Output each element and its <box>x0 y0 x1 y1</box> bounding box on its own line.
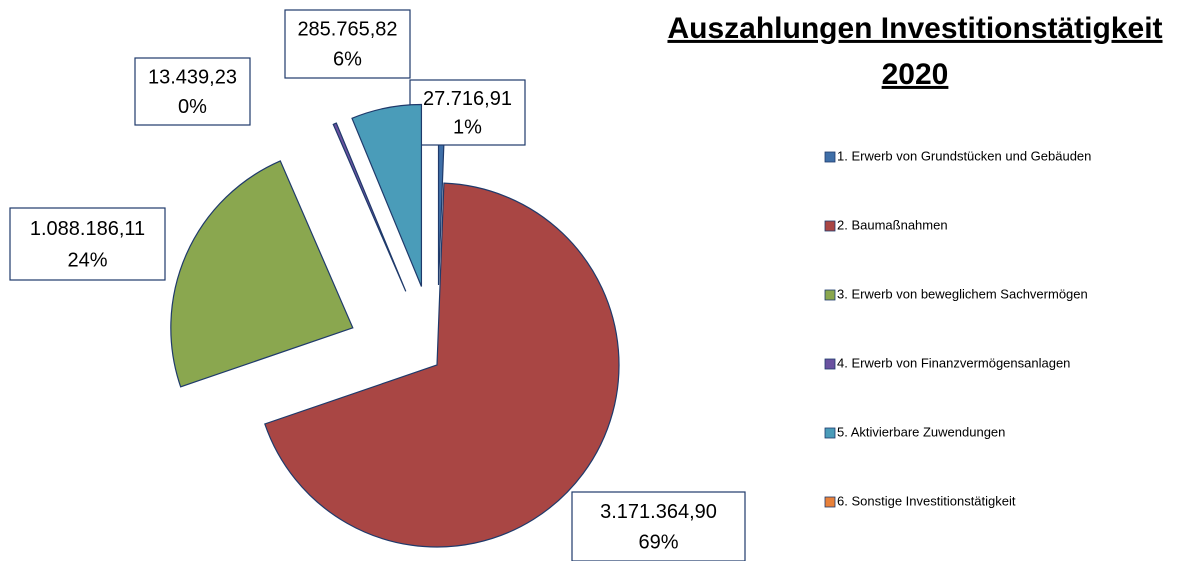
legend-swatch <box>824 358 836 370</box>
percent-label: 0% <box>178 96 207 118</box>
legend-label: 4. Erwerb von Finanzvermögensanlagen <box>837 355 1070 370</box>
data-label-box <box>134 57 251 126</box>
data-label: 3.171.364,90 <box>600 501 717 523</box>
data-label-box <box>284 9 411 79</box>
data-label-box <box>571 491 746 561</box>
legend-swatch <box>824 496 836 508</box>
legend-swatch <box>824 427 836 439</box>
data-label-box <box>9 207 166 281</box>
percent-label: 69% <box>638 531 678 553</box>
legend-label: 3. Erwerb von beweglichem Sachvermögen <box>837 286 1088 301</box>
legend-label: 6. Sonstige Investitionstätigkeit <box>837 493 1016 508</box>
data-label: 1.088.186,11 <box>30 218 145 240</box>
chart-subtitle: 2020 <box>882 58 949 91</box>
pie-slice <box>264 182 620 548</box>
legend-label: 2. Baumaßnahmen <box>837 217 948 232</box>
legend-swatch <box>824 289 836 301</box>
percent-label: 6% <box>333 49 362 71</box>
percent-label: 24% <box>67 250 107 272</box>
pie-slice <box>332 122 407 292</box>
percent-label: 1% <box>453 116 482 138</box>
pie-slice <box>170 160 354 388</box>
legend-swatch <box>824 151 836 163</box>
chart-title: Auszahlungen Investitionstätigkeit <box>667 12 1162 45</box>
legend-label: 1. Erwerb von Grundstücken und Gebäuden <box>837 148 1091 163</box>
data-label: 285.765,82 <box>297 19 397 41</box>
legend-label: 5. Aktivierbare Zuwendungen <box>837 424 1005 439</box>
legend-swatch <box>824 220 836 232</box>
pie-slice <box>351 103 423 287</box>
data-label: 27.716,91 <box>423 88 512 110</box>
data-label: 13.439,23 <box>148 66 237 88</box>
